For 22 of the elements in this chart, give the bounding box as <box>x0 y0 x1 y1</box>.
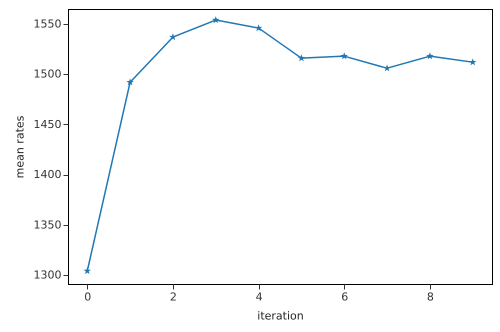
y-axis-title: mean rates <box>14 115 27 178</box>
point <box>254 24 262 32</box>
point <box>84 267 91 274</box>
x-tick-label: 2 <box>170 290 177 304</box>
y-tick-label: 1300 <box>34 268 62 282</box>
point <box>298 54 306 62</box>
x-tick-label: 6 <box>341 290 348 304</box>
y-tick-label: 1500 <box>34 68 62 81</box>
point <box>126 78 134 86</box>
x-tick-label: 4 <box>256 290 263 304</box>
point <box>340 52 348 60</box>
y-tick-label: 1400 <box>34 168 62 182</box>
y-tick-label: 1350 <box>34 218 62 232</box>
x-axis-title: iteration <box>257 310 304 322</box>
point <box>169 33 177 40</box>
x-tick-label: 8 <box>426 290 434 304</box>
point <box>426 52 434 60</box>
point <box>469 58 476 66</box>
x-tick-label: 0 <box>84 290 92 304</box>
y-tick-label: 1550 <box>34 18 62 31</box>
point <box>212 16 220 24</box>
y-tick-label: 1450 <box>34 118 62 131</box>
